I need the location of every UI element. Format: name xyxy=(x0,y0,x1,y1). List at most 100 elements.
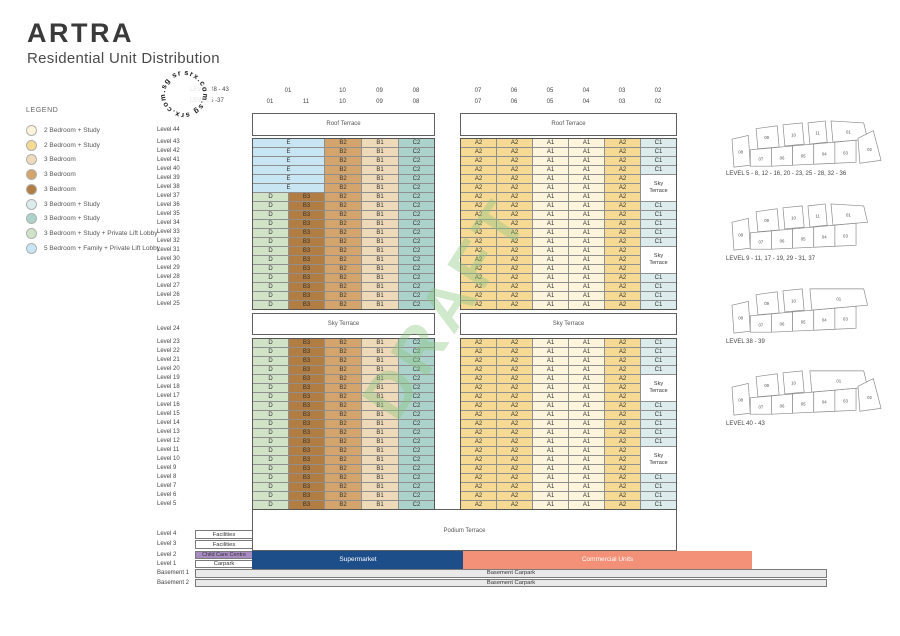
plan-unit-06: 06 xyxy=(771,311,793,333)
svg-text:11: 11 xyxy=(815,213,820,218)
level-label: Level 33 xyxy=(157,229,180,235)
level-label: Level 15 xyxy=(157,411,180,417)
svg-text:09: 09 xyxy=(764,301,769,306)
level-label: Level 27 xyxy=(157,283,180,289)
plan-unit-07: 07 xyxy=(749,313,772,333)
level-label: Level 8 xyxy=(157,474,177,480)
svg-text:10: 10 xyxy=(791,298,796,303)
legend-swatch-B3 xyxy=(26,183,37,195)
level-label: Level 12 xyxy=(157,438,180,444)
floor-plan-key: 08 07 06 05 04 03 09 10 11 01 02 xyxy=(731,120,882,168)
legend-item: 3 Bedroom xyxy=(26,169,76,181)
column-number: 07 xyxy=(474,99,482,105)
svg-text:04: 04 xyxy=(822,235,827,240)
level-label: Level 43 xyxy=(157,139,180,145)
legend-swatch-E xyxy=(26,242,37,254)
level-label: Level 17 xyxy=(157,393,180,399)
legend-item-label: 3 Bedroom + Study xyxy=(44,215,100,223)
plan-unit-11: 11 xyxy=(807,120,828,145)
column-number: 02 xyxy=(654,99,662,105)
svg-text:03: 03 xyxy=(843,151,848,156)
legend-item-label: 3 Bedroom + Study + Private Lift Lobby xyxy=(44,229,158,237)
column-number: 04 xyxy=(582,88,590,94)
basement-carpark-bar: Basement Carpark xyxy=(195,569,827,578)
column-number: 05 xyxy=(546,88,554,94)
svg-text:06: 06 xyxy=(780,403,785,408)
level-label: Level 28 xyxy=(157,274,180,280)
unit-cell-A2: A2 xyxy=(460,300,497,310)
svg-text:08: 08 xyxy=(738,398,743,403)
floor-plan-key: 08 07 06 05 04 03 09 10 01 xyxy=(731,288,868,334)
floor-plan-label: LEVEL 9 - 11, 17 - 19, 29 - 31, 37 xyxy=(726,256,816,262)
level-label: Level 31 xyxy=(157,247,180,253)
level-label: Level 37 xyxy=(157,193,180,199)
legend-swatch-B2 xyxy=(26,169,37,181)
level-label: Level 30 xyxy=(157,256,180,262)
plan-unit-06: 06 xyxy=(771,228,793,250)
plan-unit-10: 10 xyxy=(782,205,805,230)
unit-cell-A2: A2 xyxy=(604,300,641,310)
svg-text:03: 03 xyxy=(843,399,848,404)
app-title: ARTRA xyxy=(27,18,134,48)
plan-unit-04: 04 xyxy=(813,389,836,413)
level-label: Level 9 xyxy=(157,465,177,471)
plan-unit-05: 05 xyxy=(792,309,815,332)
legend-item: 3 Bedroom + Study + Private Lift Lobby xyxy=(26,227,158,239)
svg-text:09: 09 xyxy=(764,383,769,388)
roof-terrace-left: Roof Terrace xyxy=(252,113,435,136)
plan-unit-03: 03 xyxy=(834,222,857,247)
level-label: Level 35 xyxy=(157,211,180,217)
svg-text:03: 03 xyxy=(843,317,848,322)
facilities-box: Facilities xyxy=(195,540,253,549)
unit-cell-A1: A1 xyxy=(568,300,605,310)
svg-text:08: 08 xyxy=(738,316,743,321)
svg-text:10: 10 xyxy=(791,380,796,385)
plan-unit-10: 10 xyxy=(782,288,805,313)
sky-terrace-cell: Sky Terrace xyxy=(640,174,677,202)
level-label: Level 10 xyxy=(157,456,180,462)
svg-text:07: 07 xyxy=(758,156,763,161)
basement-carpark-bar: Basement Carpark xyxy=(195,578,827,587)
plan-unit-08: 08 xyxy=(731,382,751,416)
legend-item-label: 3 Bedroom xyxy=(44,156,76,164)
column-number: 06 xyxy=(510,99,518,105)
column-number: 07 xyxy=(474,88,482,94)
level-label: Level 1 xyxy=(157,560,177,567)
floor-plan-key: 08 07 06 05 04 03 09 10 11 01 xyxy=(731,203,868,251)
level-label: Level 3 xyxy=(157,541,177,547)
column-number: 06 xyxy=(510,88,518,94)
svg-text:01: 01 xyxy=(846,129,851,134)
svg-text:02: 02 xyxy=(867,147,872,152)
level-label: Level 11 xyxy=(157,447,180,453)
svg-text:07: 07 xyxy=(758,404,763,409)
svg-text:06: 06 xyxy=(780,155,785,160)
svg-text:08: 08 xyxy=(738,150,743,155)
level-label: Level 2 xyxy=(157,551,177,558)
legend-item-label: 3 Bedroom xyxy=(44,171,76,179)
legend-swatch-A2 xyxy=(26,139,37,151)
column-number: 04 xyxy=(582,99,590,105)
legend-swatch-D xyxy=(26,227,37,239)
plan-unit-02: 02 xyxy=(857,130,882,164)
child-care-centre-box: Child Care Centre xyxy=(195,550,253,559)
column-number: 11 xyxy=(302,99,310,105)
basement-label: Basement 1 xyxy=(157,570,190,576)
floor-plan-key: 08 07 06 05 04 03 09 10 01 02 xyxy=(731,370,882,416)
podium-terrace-box: Podium Terrace xyxy=(252,509,677,551)
svg-text:09: 09 xyxy=(764,218,769,223)
svg-text:05: 05 xyxy=(801,237,806,242)
level-label: Level 18 xyxy=(157,384,180,390)
plan-unit-08: 08 xyxy=(731,217,751,251)
commercial-units-box: Commercial Units xyxy=(463,551,752,569)
plan-unit-02: 02 xyxy=(857,378,882,412)
plan-unit-01: 01 xyxy=(830,203,868,226)
level-label: Level 22 xyxy=(157,348,180,354)
svg-text:09: 09 xyxy=(764,135,769,140)
plan-unit-04: 04 xyxy=(813,224,836,248)
legend-swatch-C2 xyxy=(26,213,37,225)
plan-unit-10: 10 xyxy=(782,122,805,147)
unit-cell-A1: A1 xyxy=(532,300,569,310)
svg-text:05: 05 xyxy=(801,154,806,159)
plan-unit-03: 03 xyxy=(834,139,857,164)
column-number: 03 xyxy=(618,88,626,94)
